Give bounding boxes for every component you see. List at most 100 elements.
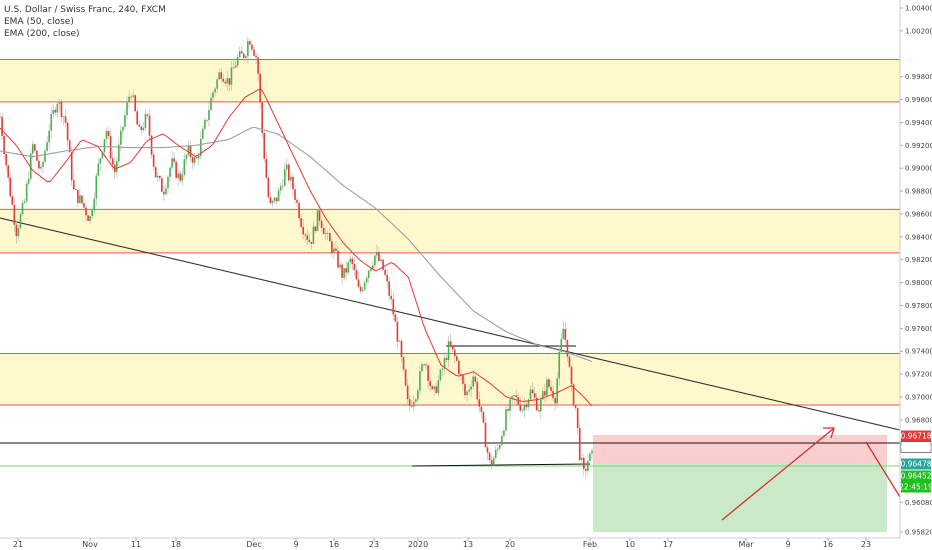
price-axis[interactable]: 1.00400 1.00200 0.99800 0.99600 0.99400 0.992…	[899, 0, 932, 550]
price-tag-label: 0.96646	[900, 443, 931, 452]
y-tick-label: 0.99000	[905, 165, 932, 173]
y-tick-label: 0.97600	[905, 325, 932, 333]
candle	[265, 151, 268, 179]
candle	[179, 170, 182, 184]
candle	[494, 445, 497, 460]
candle	[279, 182, 282, 195]
sr-zone-1[interactable]	[0, 209, 900, 253]
candle	[511, 395, 513, 406]
candle	[478, 391, 481, 413]
x-tick-label: 9	[293, 540, 298, 549]
x-tick-label: 13	[463, 540, 473, 549]
candle	[13, 197, 16, 233]
time-axis[interactable]: 21 Nov 11 18 Dec 9 16 23 2020 13 20 Feb 10 17 Mar 9 16 23	[0, 537, 900, 549]
candle	[337, 245, 339, 270]
candle	[298, 199, 300, 222]
candle	[177, 168, 180, 186]
candle	[351, 256, 354, 271]
price-tag: 0.96478	[900, 458, 932, 470]
price-tag-label: 0.96452	[900, 472, 931, 481]
candle	[402, 356, 405, 372]
y-tick-label: 0.99600	[905, 96, 932, 104]
candle	[437, 375, 440, 397]
candle	[361, 286, 364, 293]
position-box[interactable]	[593, 435, 887, 532]
candle	[128, 89, 130, 109]
candle	[130, 93, 132, 101]
candle	[156, 172, 159, 182]
candle	[324, 227, 327, 240]
candle	[302, 218, 304, 240]
candle	[341, 262, 343, 286]
price-tag-label: 0.96478	[900, 460, 931, 469]
y-tick-label: 0.99200	[905, 142, 932, 150]
price-tag-label: 0.96718	[900, 432, 931, 441]
forecast-up-line[interactable]	[721, 428, 834, 521]
candle	[62, 115, 65, 126]
candle	[300, 213, 302, 229]
candle	[456, 353, 458, 362]
candle	[349, 254, 352, 269]
price-tag: 0.96646	[900, 441, 932, 453]
candle	[40, 164, 42, 172]
candle	[408, 394, 411, 412]
candle	[218, 68, 220, 81]
sr-zone-2[interactable]	[0, 353, 900, 406]
candle	[140, 125, 143, 136]
y-tick-label: 1.00400	[905, 5, 932, 13]
candle	[480, 406, 483, 419]
candle	[105, 127, 108, 144]
candle	[91, 206, 93, 220]
y-tick-label: 0.97000	[905, 393, 932, 401]
candle	[269, 191, 272, 205]
candle	[245, 54, 247, 63]
candle	[445, 352, 448, 363]
candle	[417, 387, 419, 403]
candle	[292, 173, 294, 196]
candle	[234, 60, 237, 69]
candle	[376, 244, 378, 259]
candle	[470, 380, 472, 398]
candle	[312, 221, 315, 244]
x-tick-label: 11	[131, 540, 141, 549]
sr-zone-0[interactable]	[0, 59, 900, 102]
candle	[175, 160, 177, 180]
take-profit-zone[interactable]	[593, 463, 887, 532]
candle	[587, 453, 589, 476]
candle	[410, 399, 413, 409]
candle	[476, 377, 479, 403]
candle	[199, 131, 202, 160]
candle	[335, 241, 337, 253]
candle	[429, 377, 431, 392]
candle	[165, 184, 167, 197]
candle	[425, 362, 427, 371]
candle	[570, 364, 573, 392]
x-tick-label: 16	[823, 540, 833, 549]
stop-loss-zone[interactable]	[593, 435, 887, 463]
y-tick-label: 0.97200	[905, 371, 932, 379]
candle	[328, 227, 331, 242]
y-tick-label: 0.98400	[905, 233, 932, 241]
price-tag: 0.96452	[900, 470, 932, 482]
candle	[191, 153, 194, 170]
candle	[281, 179, 284, 190]
candle	[242, 52, 245, 61]
candle	[515, 389, 518, 405]
candle	[152, 151, 155, 171]
candle	[306, 229, 309, 245]
y-tick-label: 0.98600	[905, 210, 932, 218]
candle	[412, 395, 415, 413]
chart-legend: U.S. Dollar / Swiss Franc, 240, FXCM EMA…	[4, 4, 166, 40]
candle	[29, 149, 32, 181]
candle	[23, 198, 26, 204]
range-bottom-line[interactable]	[411, 463, 591, 467]
candle	[185, 153, 188, 165]
candle	[441, 365, 444, 377]
candle	[142, 121, 145, 133]
candle	[464, 377, 466, 399]
downtrend-line[interactable]	[0, 217, 901, 431]
candle	[472, 369, 474, 390]
candle	[230, 60, 233, 91]
candle	[189, 141, 192, 162]
